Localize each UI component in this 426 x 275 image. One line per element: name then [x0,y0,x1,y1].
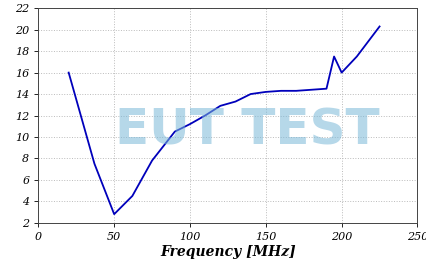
X-axis label: Frequency [MHz]: Frequency [MHz] [160,244,296,258]
Text: EUT TEST: EUT TEST [115,106,379,155]
